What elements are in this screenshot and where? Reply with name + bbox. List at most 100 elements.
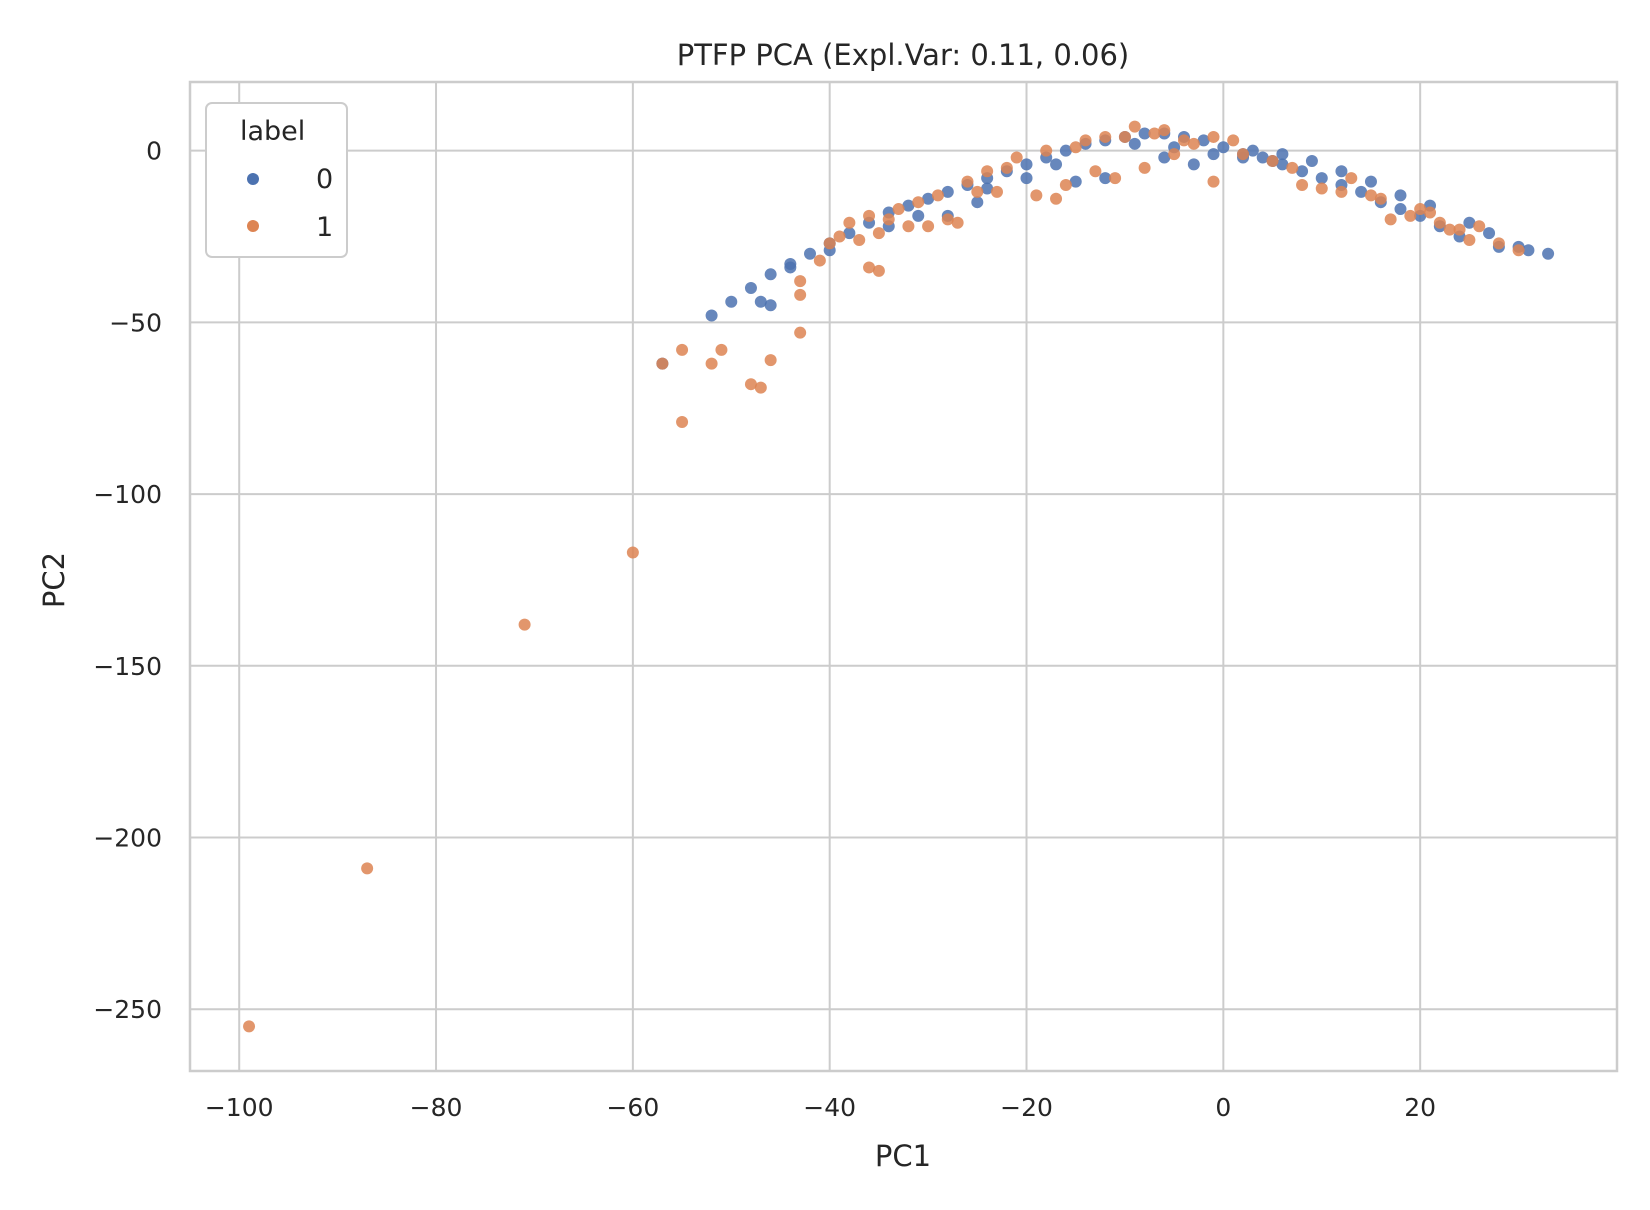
x-tick-label: −60 <box>606 1093 659 1122</box>
y-tick-label: −250 <box>93 995 162 1024</box>
legend-title: label <box>240 116 305 147</box>
data-point-series-1 <box>656 357 669 370</box>
x-tick-label: 20 <box>1404 1093 1436 1122</box>
data-point-series-0 <box>764 299 777 312</box>
data-point-series-0 <box>764 268 777 281</box>
data-point-series-0 <box>1256 151 1269 164</box>
data-point-series-1 <box>990 185 1003 198</box>
data-point-series-1 <box>361 862 374 875</box>
chart-title: PTFP PCA (Expl.Var: 0.11, 0.06) <box>677 38 1130 72</box>
data-point-series-0 <box>1296 165 1309 178</box>
data-point-series-1 <box>1296 179 1309 192</box>
y-tick-label: −200 <box>93 823 162 852</box>
data-point-series-0 <box>941 185 954 198</box>
data-point-series-1 <box>518 618 531 631</box>
data-point-series-1 <box>902 220 915 233</box>
data-point-series-1 <box>1453 223 1466 236</box>
data-point-series-0 <box>705 309 718 322</box>
data-point-series-1 <box>1118 130 1131 143</box>
data-point-series-1 <box>951 216 964 229</box>
x-tick-label: −80 <box>410 1093 463 1122</box>
data-point-series-0 <box>1394 189 1407 202</box>
data-point-series-0 <box>912 209 925 222</box>
x-tick-label: −20 <box>1000 1093 1053 1122</box>
data-point-series-0 <box>1305 154 1318 167</box>
x-tick-label: −40 <box>803 1093 856 1122</box>
legend-box <box>205 102 348 258</box>
data-point-series-0 <box>1099 172 1112 185</box>
data-point-series-1 <box>1000 161 1013 174</box>
x-tick-labels: −100 −80 −60 −40 −20 0 20 <box>205 1093 1436 1122</box>
data-point-series-1 <box>1010 151 1023 164</box>
data-point-series-1 <box>853 233 866 246</box>
data-point-series-0 <box>804 247 817 260</box>
y-tick-labels: 0 −50 −100 −150 −200 −250 <box>93 137 162 1025</box>
x-tick-label: 0 <box>1215 1093 1231 1122</box>
data-point-series-1 <box>764 354 777 367</box>
series-1-points <box>243 120 1525 1033</box>
data-point-series-1 <box>1384 213 1397 226</box>
data-point-series-1 <box>1030 189 1043 202</box>
data-point-series-1 <box>912 196 925 209</box>
data-point-series-1 <box>833 230 846 243</box>
data-point-series-0 <box>1364 175 1377 188</box>
data-point-series-0 <box>1069 175 1082 188</box>
data-point-series-0 <box>1542 247 1555 260</box>
data-point-series-1 <box>1433 216 1446 229</box>
data-point-series-1 <box>1512 244 1525 257</box>
x-tick-label: −100 <box>205 1093 274 1122</box>
data-point-series-1 <box>843 216 856 229</box>
legend-marker-0 <box>247 173 259 185</box>
data-point-series-1 <box>1345 172 1358 185</box>
data-point-series-1 <box>626 546 639 559</box>
data-point-series-0 <box>843 227 856 240</box>
y-tick-label: −50 <box>109 308 162 337</box>
data-point-series-0 <box>902 199 915 212</box>
y-tick-label: −150 <box>93 652 162 681</box>
y-gridlines <box>190 149 1617 1011</box>
data-point-series-1 <box>1207 130 1220 143</box>
data-point-series-0 <box>1355 185 1368 198</box>
data-point-series-0 <box>1335 165 1348 178</box>
data-point-series-1 <box>981 165 994 178</box>
data-point-series-1 <box>1374 192 1387 205</box>
data-point-series-1 <box>1237 148 1250 161</box>
data-point-series-1 <box>1187 137 1200 150</box>
data-point-series-0 <box>1059 144 1072 157</box>
data-point-series-1 <box>1404 209 1417 222</box>
data-point-series-0 <box>1207 148 1220 161</box>
data-point-series-1 <box>1492 237 1505 250</box>
data-point-series-1 <box>1266 154 1279 167</box>
data-point-series-0 <box>1276 148 1289 161</box>
data-point-series-0 <box>1197 134 1210 147</box>
data-point-series-1 <box>676 343 689 356</box>
plot-area <box>188 80 1619 1073</box>
data-point-series-0 <box>1158 151 1171 164</box>
data-point-series-1 <box>1109 172 1122 185</box>
data-point-series-1 <box>1148 127 1161 140</box>
x-axis-title: PC1 <box>875 1139 931 1173</box>
data-point-series-1 <box>1414 203 1427 216</box>
data-point-series-1 <box>1079 134 1092 147</box>
data-point-series-1 <box>715 343 728 356</box>
data-point-series-1 <box>676 415 689 428</box>
legend-label-1: 1 <box>316 212 333 243</box>
data-point-series-0 <box>1522 244 1535 257</box>
y-axis-title: PC2 <box>37 552 71 608</box>
data-point-series-1 <box>872 227 885 240</box>
data-point-series-1 <box>823 237 836 250</box>
data-point-series-0 <box>1483 227 1496 240</box>
data-point-series-0 <box>1138 127 1151 140</box>
data-point-series-1 <box>1364 189 1377 202</box>
data-point-series-1 <box>1286 161 1299 174</box>
data-point-series-0 <box>1246 144 1259 157</box>
data-point-series-1 <box>1335 185 1348 198</box>
data-point-series-0 <box>1315 172 1328 185</box>
data-point-series-0 <box>1020 158 1033 171</box>
data-point-series-0 <box>754 295 767 308</box>
data-point-series-1 <box>863 261 876 274</box>
data-point-series-1 <box>1424 206 1437 219</box>
data-point-series-0 <box>1463 216 1476 229</box>
data-point-series-1 <box>1227 134 1240 147</box>
data-point-series-1 <box>1089 165 1102 178</box>
